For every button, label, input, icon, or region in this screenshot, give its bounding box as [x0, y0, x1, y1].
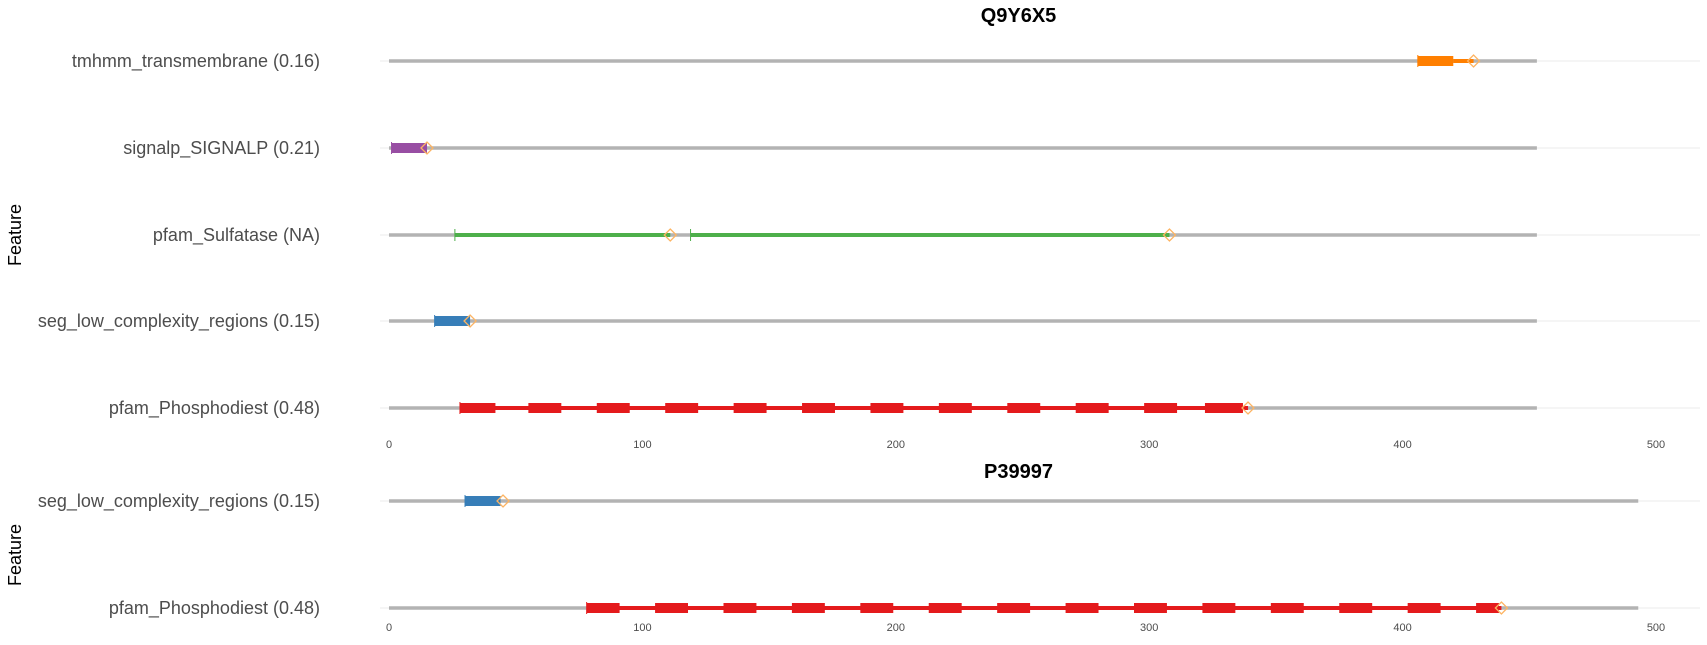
feature-segment — [928, 603, 962, 613]
track-label: signalp_SIGNALP (0.21) — [123, 138, 320, 159]
feature-segment — [434, 316, 471, 326]
feature-segment — [1202, 603, 1236, 613]
panel-title: P39997 — [984, 461, 1053, 483]
feature-segment — [665, 403, 699, 413]
x-tick-label: 0 — [386, 622, 392, 634]
feature-track: tmhmm_transmembrane (0.16) — [72, 51, 1537, 72]
panel-q9y6x5: Q9Y6X5 Feature 0 100 200 300 400 500 tmhmm_trans… — [5, 5, 1700, 451]
feature-end-diamond — [1494, 601, 1509, 615]
feature-segment — [860, 603, 894, 613]
feature-segment — [1270, 603, 1304, 613]
feature-segment — [1417, 56, 1454, 66]
track-label: pfam_Phosphodiest (0.48) — [109, 398, 320, 419]
feature-segment — [1339, 603, 1373, 613]
feature-segment — [723, 603, 757, 613]
feature-segment — [1144, 403, 1178, 413]
feature-segment — [938, 403, 972, 413]
track-label: tmhmm_transmembrane (0.16) — [72, 51, 320, 72]
feature-segment — [586, 603, 620, 613]
feature-segment — [1407, 603, 1441, 613]
feature-end-diamond — [1466, 54, 1481, 68]
feature-segment — [733, 403, 767, 413]
feature-end-diamond — [420, 141, 434, 155]
y-axis-label: Feature — [5, 204, 25, 266]
x-tick-label: 300 — [1140, 439, 1158, 451]
feature-segment — [1133, 603, 1167, 613]
x-tick-label: 100 — [633, 622, 651, 634]
track-label: pfam_Sulfatase (NA) — [153, 225, 320, 246]
feature-segment — [997, 603, 1031, 613]
feature-end-diamond — [463, 314, 478, 328]
y-axis-label: Feature — [5, 524, 25, 586]
feature-segment — [1204, 403, 1243, 413]
feature-end-diamond — [663, 228, 678, 242]
feature-segment — [802, 403, 835, 413]
feature-end-diamond — [1241, 401, 1255, 415]
feature-segment — [596, 403, 630, 413]
feature-segment — [459, 403, 496, 413]
feature-segment — [1065, 603, 1099, 613]
x-tick-label: 500 — [1647, 439, 1665, 451]
feature-track: pfam_Phosphodiest (0.48) — [109, 598, 1639, 619]
feature-end-diamond — [496, 494, 510, 508]
track-label: seg_low_complexity_regions (0.15) — [38, 311, 320, 332]
feature-segment — [528, 403, 562, 413]
track-label: seg_low_complexity_regions (0.15) — [38, 491, 320, 512]
feature-track: pfam_Phosphodiest (0.48) — [109, 398, 1537, 419]
feature-segment — [465, 496, 501, 506]
feature-segment — [1476, 603, 1499, 613]
track-label: pfam_Phosphodiest (0.48) — [109, 598, 320, 619]
x-tick-label: 0 — [386, 439, 392, 451]
x-tick-label: 400 — [1393, 439, 1411, 451]
x-tick-label: 500 — [1647, 622, 1665, 634]
x-tick-label: 200 — [887, 439, 905, 451]
feature-track: seg_low_complexity_regions (0.15) — [38, 491, 1639, 512]
feature-end-diamond — [1162, 228, 1177, 242]
feature-segment — [655, 603, 689, 613]
x-tick-label: 100 — [633, 439, 651, 451]
feature-segment — [1007, 403, 1041, 413]
panel-title: Q9Y6X5 — [981, 5, 1057, 27]
feature-segment — [791, 603, 825, 613]
x-tick-label: 400 — [1393, 622, 1411, 634]
feature-segment — [391, 143, 428, 153]
feature-segment — [870, 403, 904, 413]
x-tick-label: 200 — [887, 622, 905, 634]
feature-segment — [1075, 403, 1109, 413]
panel-p39997: P39997 Feature 0 100 200 300 400 500 seg_low_com… — [5, 461, 1700, 634]
x-tick-label: 300 — [1140, 622, 1158, 634]
feature-track: seg_low_complexity_regions (0.15) — [38, 311, 1537, 332]
feature-track: signalp_SIGNALP (0.21) — [123, 138, 1537, 159]
feature-track: pfam_Sulfatase (NA) — [153, 225, 1537, 246]
